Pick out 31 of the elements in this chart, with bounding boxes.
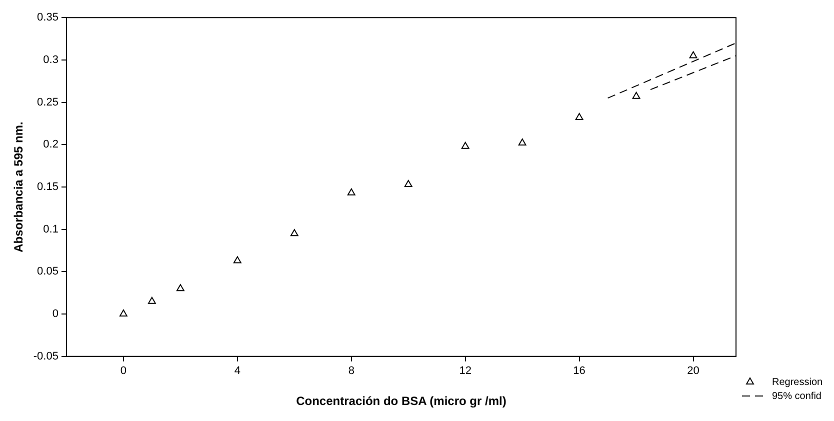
y-tick-label: 0.1 <box>43 223 58 236</box>
y-tick-label: 0.05 <box>37 266 58 278</box>
point <box>148 296 156 304</box>
x-tick-label: 16 <box>573 365 586 378</box>
point <box>404 180 412 187</box>
legend-label: Regression <box>772 376 823 388</box>
y-tick-label: 0.15 <box>37 181 58 194</box>
point <box>119 310 128 317</box>
x-axis-title: Concentración do BSA (micro gr /ml) <box>296 394 506 408</box>
point <box>290 229 298 236</box>
point <box>461 142 470 149</box>
point <box>575 113 584 120</box>
point <box>233 256 242 264</box>
x-tick-label: 8 <box>348 365 354 378</box>
legend-label: 95% confid <box>772 390 822 402</box>
point <box>632 92 640 99</box>
x-tick-label: 12 <box>459 365 472 378</box>
x-tick-label: 0 <box>120 365 127 378</box>
y-tick-label: 0.2 <box>43 138 58 151</box>
y-axis-title: Absorbancia a 595 nm. <box>12 122 26 252</box>
y-tick-label: 0.35 <box>37 12 58 24</box>
x-tick-label: 4 <box>234 365 240 378</box>
x-tick-label: 20 <box>687 365 700 378</box>
point <box>689 51 698 58</box>
y-tick-label: -0.05 <box>33 350 58 362</box>
point <box>347 188 356 196</box>
point <box>176 284 184 292</box>
point <box>518 138 526 146</box>
y-tick-label: 0.3 <box>43 54 58 66</box>
y-tick-label: 0 <box>52 308 58 320</box>
y-tick-label: 0.25 <box>37 96 58 108</box>
